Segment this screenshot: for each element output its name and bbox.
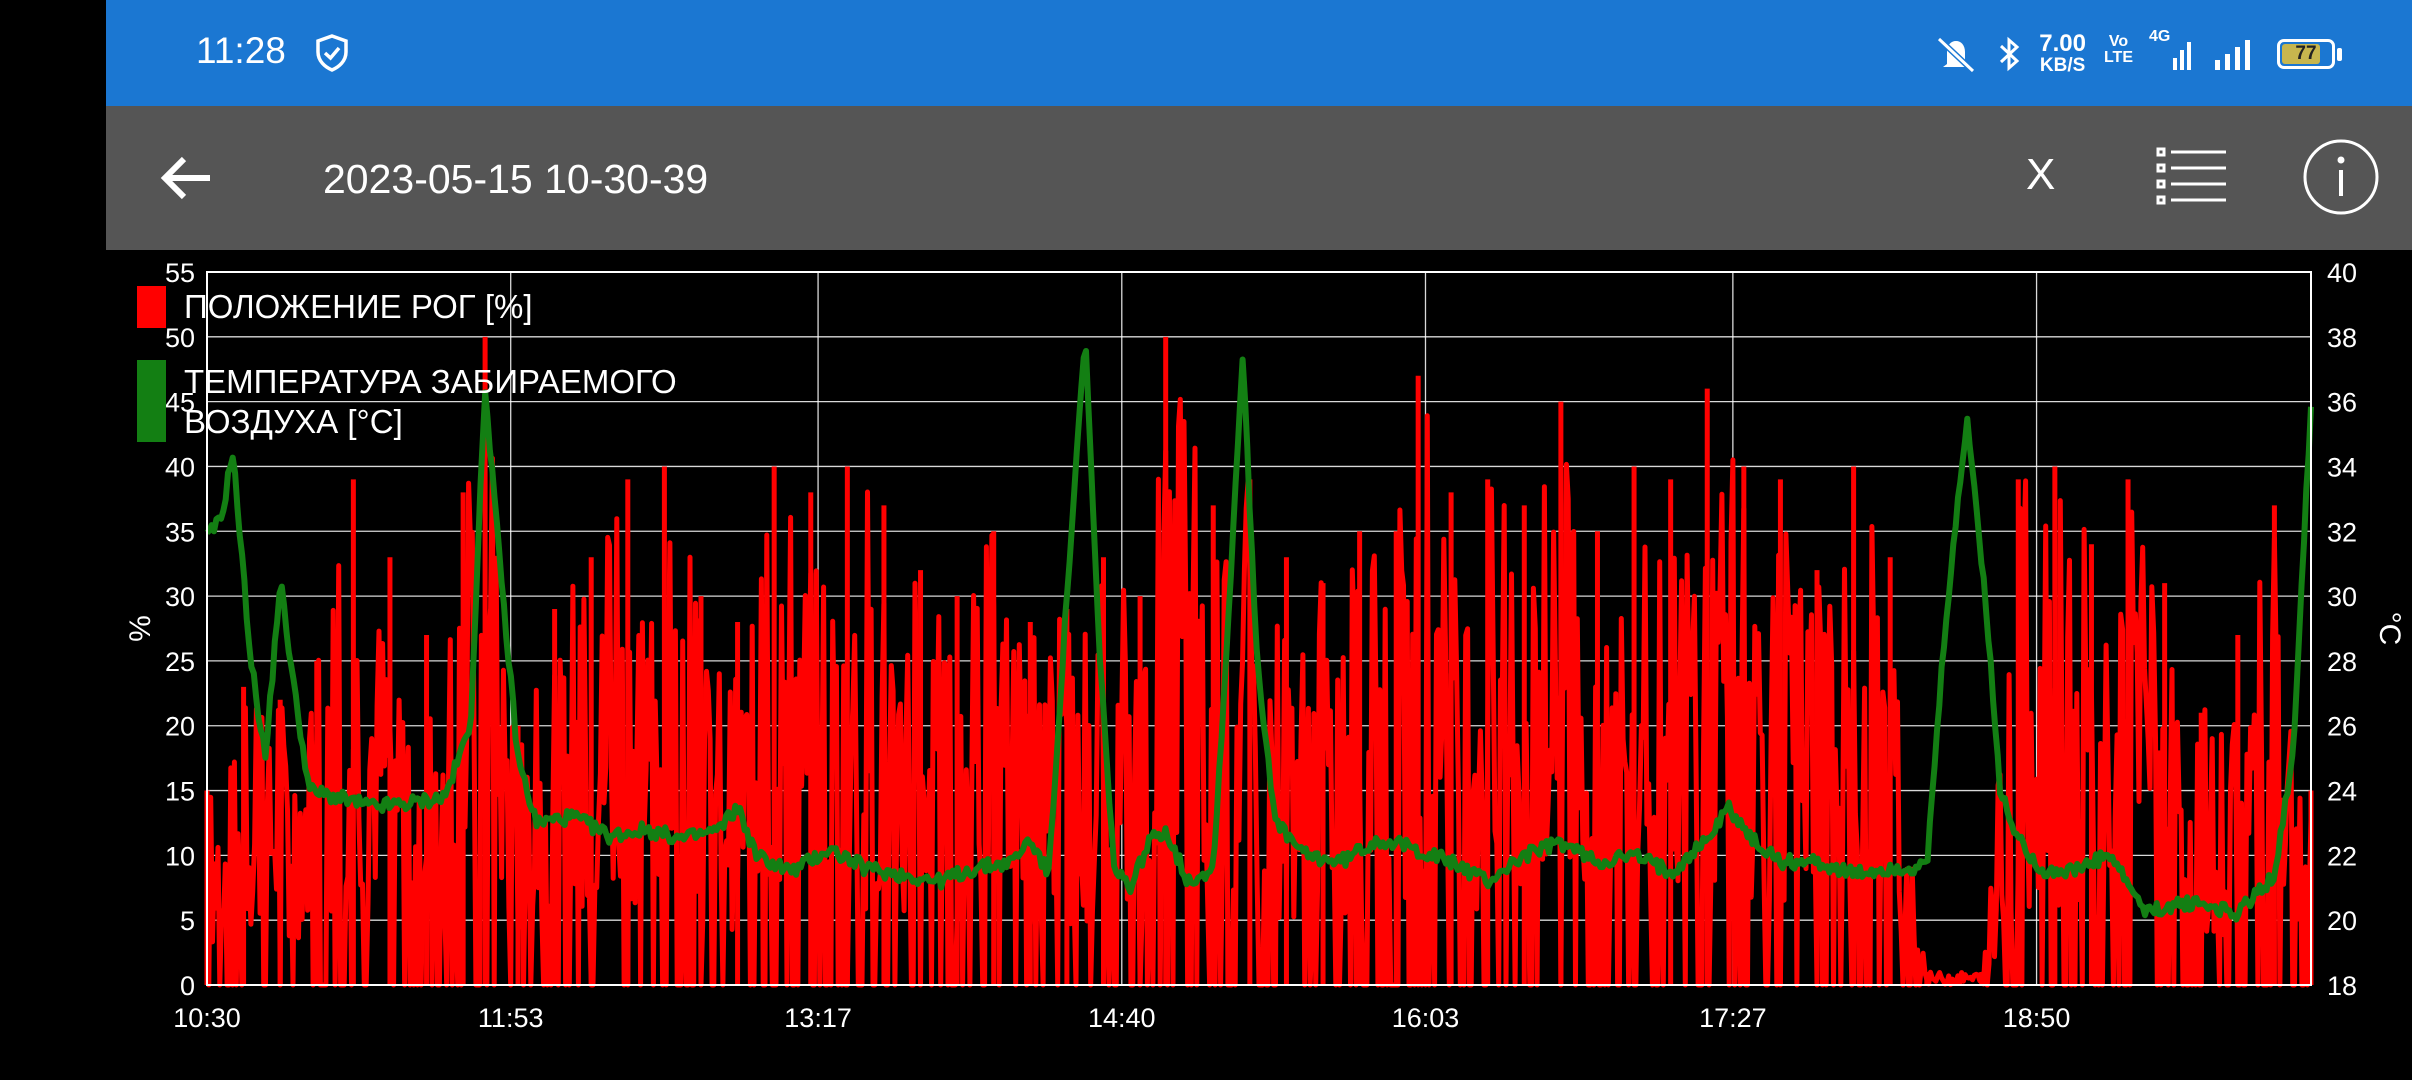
- legend-swatch-green: [137, 360, 166, 442]
- series-air-temperature: [204, 348, 2314, 923]
- y-right-tick-label: 24: [2327, 777, 2357, 807]
- y-left-tick-label: 40: [165, 452, 195, 482]
- y-right-tick-label: 40: [2327, 258, 2357, 288]
- battery-fill: [2282, 44, 2321, 64]
- shield-check-icon: [316, 34, 348, 72]
- x-tick-label: 10:30: [173, 1003, 241, 1033]
- y-left-tick-label: 45: [165, 388, 195, 418]
- y-left-tick-label: 35: [165, 517, 195, 547]
- y-right-tick-label: 34: [2327, 452, 2357, 482]
- series-line-green: [204, 348, 2314, 923]
- y-right-tick-label: 36: [2327, 388, 2357, 418]
- chart-axes: 5550454035302520151050403836343230282624…: [124, 258, 2406, 1033]
- network-speed: 7.00 KB/S: [2039, 32, 2086, 76]
- page-title: 2023-05-15 10-30-39: [323, 156, 709, 202]
- legend-label-red: ПОЛОЖЕНИЕ РОГ [%]: [184, 288, 533, 325]
- signal-4g: 4G: [2149, 28, 2195, 74]
- close-button[interactable]: X: [2026, 150, 2056, 199]
- status-bar: 11:28 7.00 KB/S Vo LTE 4G: [106, 0, 2412, 106]
- network-speed-unit: KB/S: [2039, 55, 2086, 76]
- y-left-tick-label: 10: [165, 841, 195, 871]
- bluetooth-icon: [2000, 36, 2020, 72]
- y-left-axis-label: %: [124, 615, 157, 642]
- y-right-tick-label: 20: [2327, 906, 2357, 936]
- y-left-tick-label: 50: [165, 323, 195, 353]
- y-right-tick-label: 18: [2327, 971, 2357, 1001]
- y-right-tick-label: 26: [2327, 712, 2357, 742]
- legend-label-green: ТЕМПЕРАТУРА ЗАБИРАЕМОГО ВОЗДУХА [°C]: [184, 362, 704, 442]
- y-left-tick-label: 55: [165, 258, 195, 288]
- network-type: 4G: [2149, 28, 2171, 45]
- info-icon[interactable]: [2302, 138, 2380, 216]
- volte-indicator: Vo LTE: [2104, 34, 2133, 74]
- battery-level: 77: [2295, 43, 2317, 64]
- legend-swatch-red: [137, 286, 166, 328]
- line-chart: 5550454035302520151050403836343230282624…: [124, 258, 2406, 1033]
- battery-cap: [2337, 47, 2342, 61]
- legend-label-green-line1: ТЕМПЕРАТУРА ЗАБИРАЕМОГО: [184, 363, 677, 400]
- x-tick-label: 14:40: [1088, 1003, 1156, 1033]
- x-tick-label: 17:27: [1699, 1003, 1767, 1033]
- y-left-tick-label: 15: [165, 777, 195, 807]
- back-arrow-icon[interactable]: [156, 146, 220, 210]
- network-speed-value: 7.00: [2039, 30, 2086, 57]
- status-icons: 7.00 KB/S Vo LTE 4G 77: [1933, 26, 2342, 82]
- y-left-tick-label: 5: [180, 906, 195, 936]
- y-right-tick-label: 28: [2327, 647, 2357, 677]
- y-left-tick-label: 20: [165, 712, 195, 742]
- y-left-tick-label: 30: [165, 582, 195, 612]
- toolbar: 2023-05-15 10-30-39 X: [106, 106, 2412, 250]
- x-tick-label: 13:17: [784, 1003, 852, 1033]
- y-right-axis-label: °C: [2373, 612, 2406, 646]
- y-right-tick-label: 38: [2327, 323, 2357, 353]
- signal-icon: [2173, 42, 2191, 70]
- list-icon[interactable]: [2156, 146, 2228, 208]
- y-left-tick-label: 0: [180, 971, 195, 1001]
- y-left-tick-label: 25: [165, 647, 195, 677]
- y-right-tick-label: 32: [2327, 517, 2357, 547]
- y-right-tick-label: 22: [2327, 841, 2357, 871]
- legend-label-green-line2: ВОЗДУХА [°C]: [184, 403, 403, 440]
- x-tick-label: 16:03: [1392, 1003, 1460, 1033]
- signal-icon: [2215, 40, 2250, 70]
- x-tick-label: 11:53: [478, 1003, 544, 1033]
- volte-top: Vo: [2108, 33, 2129, 50]
- mute-icon: [1937, 36, 1976, 74]
- y-right-tick-label: 30: [2327, 582, 2357, 612]
- status-time: 11:28: [196, 30, 286, 71]
- plot-border: [206, 271, 2312, 986]
- volte-bottom: LTE: [2103, 49, 2133, 66]
- x-tick-label: 18:50: [2003, 1003, 2071, 1033]
- battery-icon: 77: [2277, 39, 2335, 69]
